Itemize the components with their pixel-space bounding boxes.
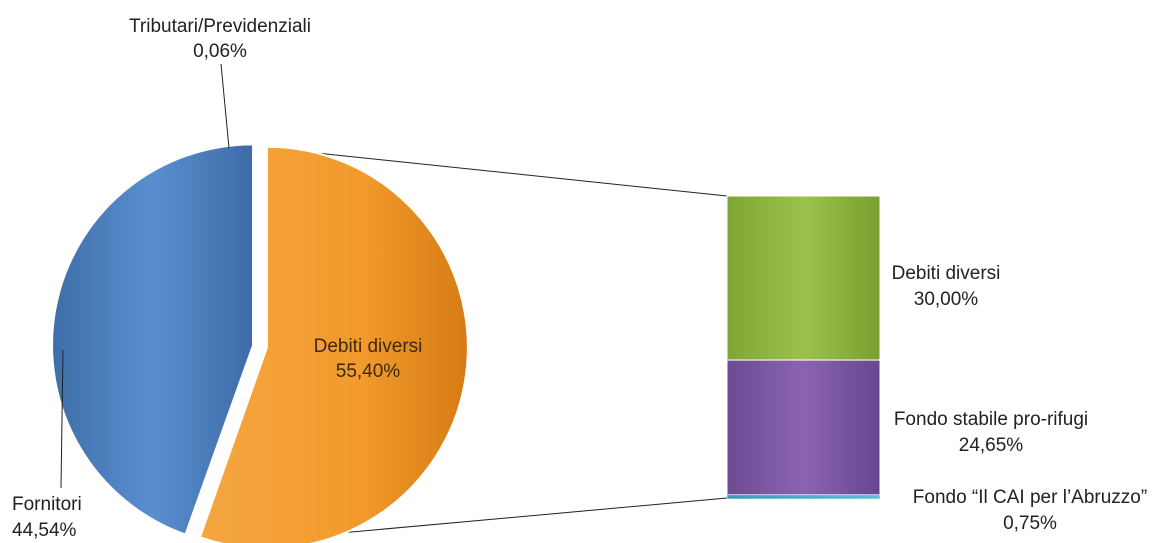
pie-slice-fornitori	[51, 143, 255, 536]
leader-line-fornitori	[60, 349, 64, 489]
pie-slice-tributari-previdenziali	[188, 345, 258, 537]
label-tributari-value: 0,06%	[193, 41, 247, 62]
label-fornitori-value: 44,54%	[12, 520, 77, 541]
connector-line-bottom	[284, 497, 728, 539]
label-tributari-name: Tributari/Previdenziali	[129, 16, 311, 37]
label-debiti-name: Debiti diversi	[314, 336, 423, 357]
bar-segment-fondo-stabile	[726, 359, 881, 496]
connector-line-top	[287, 149, 728, 197]
label-seg-fondo-stabile-name: Fondo stabile pro-rifugi	[894, 409, 1088, 430]
bar-segment-fondo-cai-abruzzo	[726, 494, 881, 500]
leader-line-tributari	[220, 63, 230, 149]
bar-segment-debiti-diversi	[726, 195, 881, 361]
label-seg-fondo-stabile-value: 24,65%	[959, 435, 1024, 456]
pie-slice-debiti-diversi	[198, 145, 469, 543]
label-seg-debiti-name: Debiti diversi	[892, 263, 1001, 284]
label-debiti-value: 55,40%	[336, 361, 401, 382]
label-seg-debiti-value: 30,00%	[914, 289, 979, 310]
label-seg-fondo-cai-value: 0,75%	[1003, 513, 1057, 534]
label-fornitori-name: Fornitori	[12, 494, 82, 515]
label-seg-fondo-cai-name: Fondo “Il CAI per l’Abruzzo”	[913, 487, 1147, 508]
